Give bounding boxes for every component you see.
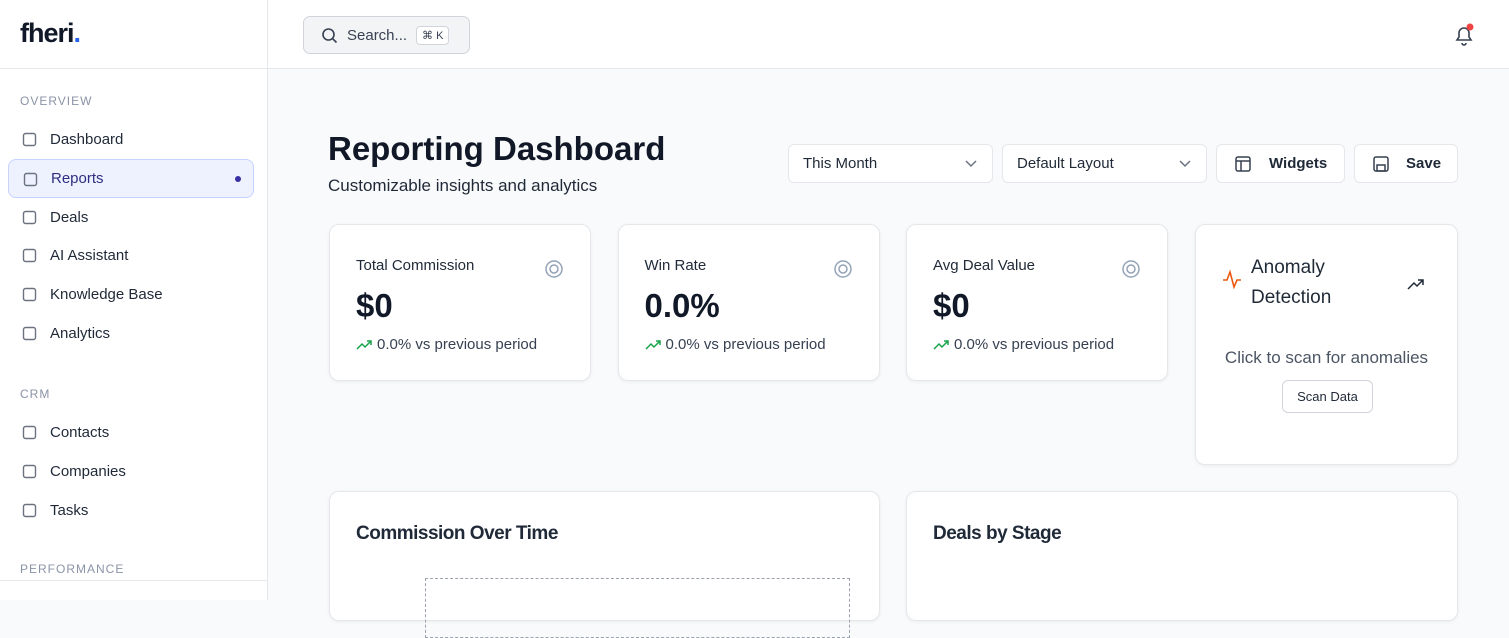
page-title: Reporting Dashboard bbox=[328, 130, 666, 167]
topbar: Search... ⌘ K bbox=[268, 0, 1509, 69]
kpi-label: Avg Deal Value bbox=[933, 257, 1036, 274]
divider bbox=[0, 580, 268, 581]
scan-button[interactable]: Scan Data bbox=[1282, 380, 1373, 413]
nav-item[interactable]: Companies bbox=[8, 452, 254, 491]
nav-label: Reports bbox=[51, 169, 104, 187]
section-title: PERFORMANCE bbox=[20, 562, 125, 576]
kpi-value: $0 bbox=[933, 287, 970, 324]
trend-icon bbox=[1407, 279, 1424, 290]
nav-item[interactable]: Tasks bbox=[8, 491, 254, 530]
nav-item[interactable]: Analytics bbox=[8, 314, 254, 353]
kpi-icon bbox=[545, 260, 563, 278]
anomaly-card: Anomaly Detection Click to scan for anom… bbox=[1195, 224, 1458, 465]
nav-icon bbox=[22, 464, 37, 478]
nav-label: Tasks bbox=[50, 501, 89, 519]
nav-item[interactable]: Dashboard bbox=[8, 120, 254, 159]
nav-icon bbox=[22, 503, 37, 517]
trend-icon bbox=[644, 340, 661, 350]
kpi-change: 0.0% vs previous period bbox=[377, 336, 538, 353]
save-button[interactable]: Save bbox=[1354, 144, 1458, 183]
nav-label: AI Assistant bbox=[50, 247, 129, 265]
card-text: Click to scan for anomalies bbox=[1224, 348, 1429, 367]
kpi-card: Win Rate 0.0% 0.0% vs previous period bbox=[617, 224, 880, 381]
logo-text: fheri bbox=[20, 18, 75, 48]
chevron bbox=[1179, 160, 1191, 168]
widgets-button[interactable]: Widgets bbox=[1216, 144, 1345, 183]
nav-label: Knowledge Base bbox=[50, 286, 163, 304]
select-text: This Month bbox=[803, 155, 878, 172]
search-box[interactable]: Search... ⌘ K bbox=[303, 16, 470, 54]
nav-label: Analytics bbox=[50, 325, 111, 342]
nav-icon bbox=[22, 210, 37, 224]
chart-panel: Commission Over Time bbox=[329, 491, 880, 638]
search-placeholder: Search... bbox=[347, 26, 408, 44]
logo[interactable]: fheri. bbox=[20, 18, 81, 49]
button-text: Widgets bbox=[1269, 155, 1328, 172]
kpi-value: $0 bbox=[356, 287, 393, 324]
logo-dot: . bbox=[73, 18, 81, 48]
trend-icon bbox=[356, 340, 372, 350]
kpi-change: 0.0% vs previous period bbox=[954, 336, 1115, 353]
page-subtitle: Customizable insights and analytics bbox=[328, 176, 598, 195]
kpi-icon bbox=[1122, 260, 1140, 278]
pulse-icon bbox=[1223, 269, 1241, 289]
nav-icon bbox=[22, 425, 37, 440]
kpi-label: Total Commission bbox=[356, 257, 475, 274]
period-select[interactable]: This Month bbox=[788, 144, 993, 183]
nav-icon bbox=[23, 172, 38, 186]
kpi-value: 0.0% bbox=[644, 287, 720, 324]
panel-title: Commission Over Time bbox=[356, 523, 558, 544]
divider bbox=[0, 68, 268, 69]
nav-label: Deals bbox=[50, 208, 89, 226]
trend-icon bbox=[933, 340, 949, 350]
search-icon bbox=[322, 28, 338, 44]
nav-item[interactable]: Knowledge Base bbox=[8, 275, 254, 314]
nav-item[interactable]: AI Assistant bbox=[8, 236, 254, 275]
chart-panel: Deals by Stage bbox=[906, 491, 1458, 621]
select-text: Default Layout bbox=[1017, 155, 1114, 172]
kpi-label: Win Rate bbox=[644, 257, 707, 274]
shortcut: ⌘ K bbox=[416, 25, 450, 45]
nav-label: Contacts bbox=[50, 424, 110, 441]
chart-placeholder bbox=[425, 578, 850, 638]
button-text: Save bbox=[1406, 155, 1442, 172]
kpi-card: Total Commission $0 0.0% vs previous perio… bbox=[329, 224, 591, 381]
section-title: CRM bbox=[20, 387, 51, 401]
layout-select[interactable]: Default Layout bbox=[1002, 144, 1207, 183]
nav-label: Companies bbox=[50, 462, 126, 480]
chevron bbox=[965, 160, 977, 168]
active-dot bbox=[235, 175, 241, 182]
nav-label: Dashboard bbox=[50, 131, 124, 148]
nav-icon bbox=[22, 326, 37, 341]
notifications[interactable] bbox=[1452, 23, 1476, 47]
nav-item[interactable]: Reports bbox=[8, 158, 254, 198]
sidebar: fheri. OVERVIEW Dashboard Reports Deals AI A… bbox=[0, 0, 268, 600]
section-title: OVERVIEW bbox=[20, 94, 93, 108]
icon bbox=[1373, 156, 1389, 172]
kpi-change: 0.0% vs previous period bbox=[665, 336, 826, 353]
icon bbox=[1235, 156, 1251, 172]
nav-item[interactable]: Contacts bbox=[8, 413, 254, 452]
nav-icon bbox=[22, 287, 37, 302]
card-title: Anomaly Detection bbox=[1251, 257, 1332, 308]
kpi-icon bbox=[833, 260, 852, 278]
nav-item[interactable]: Deals bbox=[8, 198, 254, 237]
kpi-card: Avg Deal Value $0 0.0% vs previous period bbox=[906, 224, 1168, 381]
panel-title: Deals by Stage bbox=[933, 523, 1062, 544]
nav-icon bbox=[22, 132, 37, 147]
nav-icon bbox=[22, 249, 37, 263]
